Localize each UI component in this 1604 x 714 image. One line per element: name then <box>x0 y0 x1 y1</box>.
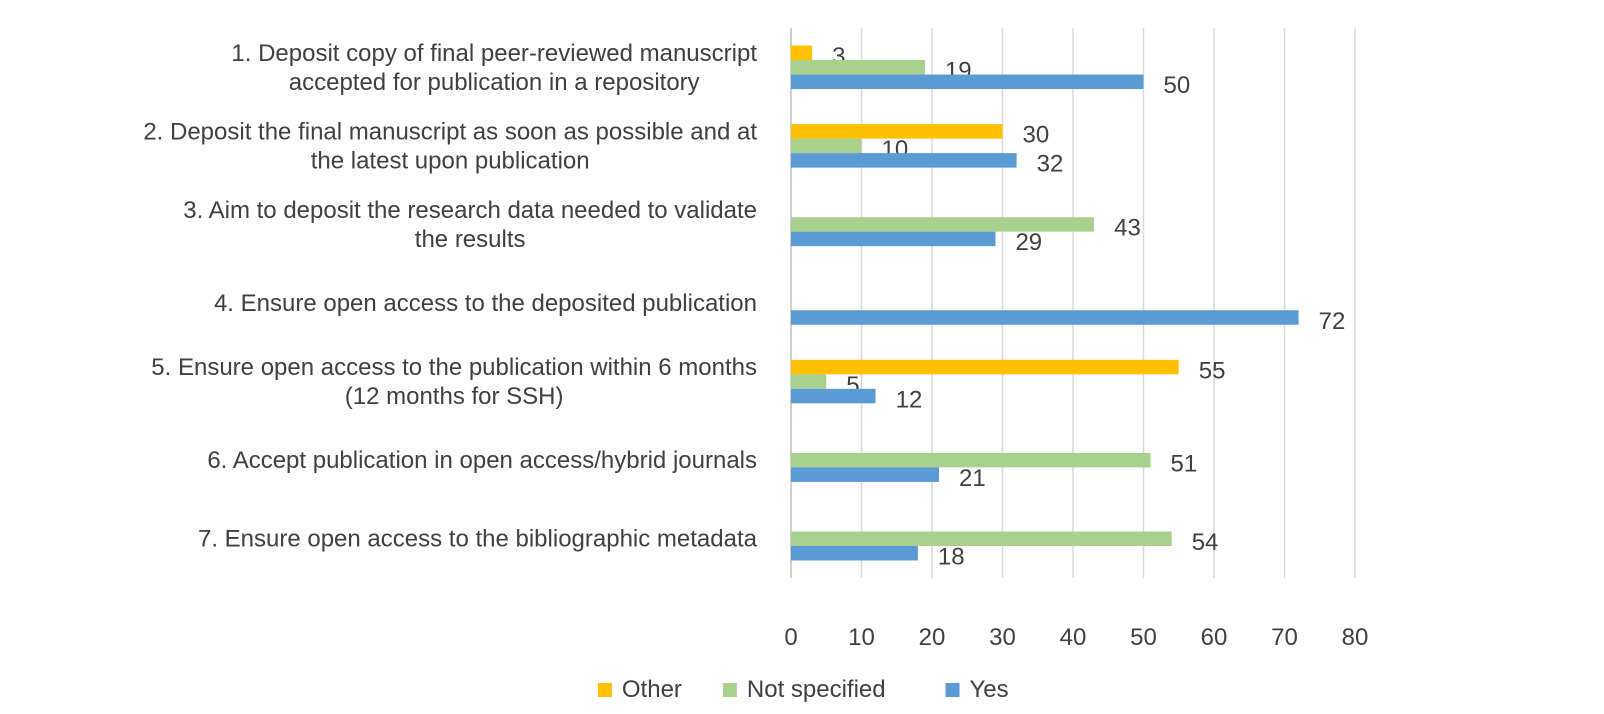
category-label-line: accepted for publication in a repository <box>289 69 700 96</box>
x-axis-ticks: 0 10 20 30 40 50 60 70 80 <box>784 624 1368 651</box>
category-label-line: 1. Deposit copy of final peer-reviewed m… <box>231 40 757 67</box>
category-label: 5. Ensure open access to the publication… <box>151 354 757 410</box>
x-tick-label: 80 <box>1342 624 1369 651</box>
bar-not-specified <box>791 138 862 154</box>
bar-yes <box>791 310 1299 325</box>
gridlines <box>790 28 1356 578</box>
category-label: 1. Deposit copy of final peer-reviewed m… <box>231 40 757 96</box>
bar-not-specified <box>791 531 1172 546</box>
x-tick-label: 30 <box>989 624 1016 651</box>
category-labels: 1. Deposit copy of final peer-reviewed m… <box>143 40 757 553</box>
category-label-line: 5. Ensure open access to the publication… <box>151 354 757 381</box>
legend-label: Other <box>622 676 682 703</box>
legend-swatch-other <box>597 683 612 697</box>
legend-label: Not specified <box>747 676 886 703</box>
data-label: 18 <box>938 543 965 570</box>
data-label: 30 <box>1023 122 1050 149</box>
data-label: 50 <box>1164 72 1191 99</box>
data-label: 32 <box>1037 151 1064 178</box>
data-label: 43 <box>1114 215 1141 242</box>
bar-yes <box>791 74 1144 90</box>
bar-yes <box>791 388 876 404</box>
category-label-line: 7. Ensure open access to the bibliograph… <box>198 526 758 553</box>
category-label-line: the latest upon publication <box>311 147 590 174</box>
bar-yes <box>791 545 918 561</box>
x-tick-label: 60 <box>1201 624 1228 651</box>
bar-yes <box>791 467 940 482</box>
bar-not-specified <box>791 374 827 389</box>
bar-not-specified <box>791 452 1151 468</box>
bar-yes <box>791 153 1017 168</box>
legend-swatch-not-specified <box>722 683 737 697</box>
category-label-line: the results <box>415 226 526 253</box>
data-label: 21 <box>959 465 986 492</box>
x-tick-label: 50 <box>1130 624 1157 651</box>
data-label: 72 <box>1319 308 1346 335</box>
bar-other <box>791 124 1003 139</box>
data-label: 29 <box>1015 229 1042 256</box>
category-label-line: 4. Ensure open access to the deposited p… <box>214 290 757 317</box>
x-tick-label: 20 <box>919 624 946 651</box>
legend: Other Not specified Yes <box>597 676 1009 703</box>
category-label: 3. Aim to deposit the research data need… <box>183 197 757 253</box>
data-label: 51 <box>1171 450 1198 477</box>
bar-not-specified <box>791 60 925 75</box>
category-label: 7. Ensure open access to the bibliograph… <box>198 526 758 553</box>
category-label-line: 3. Aim to deposit the research data need… <box>183 197 757 224</box>
category-label: 2. Deposit the final manuscript as soon … <box>143 118 757 174</box>
category-label-line: 6. Accept publication in open access/hyb… <box>207 447 757 474</box>
x-tick-label: 10 <box>848 624 875 651</box>
x-tick-label: 40 <box>1060 624 1087 651</box>
category-label-line: (12 months for SSH) <box>345 383 564 410</box>
x-tick-label: 70 <box>1271 624 1298 651</box>
data-label: 54 <box>1192 529 1219 556</box>
bar-other <box>791 359 1179 375</box>
x-tick-label: 0 <box>784 624 797 651</box>
legend-label: Yes <box>970 676 1009 703</box>
bar-other <box>791 45 813 61</box>
bar-yes <box>791 231 996 247</box>
category-label: 6. Accept publication in open access/hyb… <box>207 447 757 474</box>
category-label-line: 2. Deposit the final manuscript as soon … <box>143 118 757 145</box>
bar-not-specified <box>791 217 1095 232</box>
data-label: 55 <box>1199 357 1226 384</box>
data-label: 12 <box>896 386 923 413</box>
legend-swatch-yes <box>945 683 960 697</box>
category-label: 4. Ensure open access to the deposited p… <box>214 290 757 317</box>
